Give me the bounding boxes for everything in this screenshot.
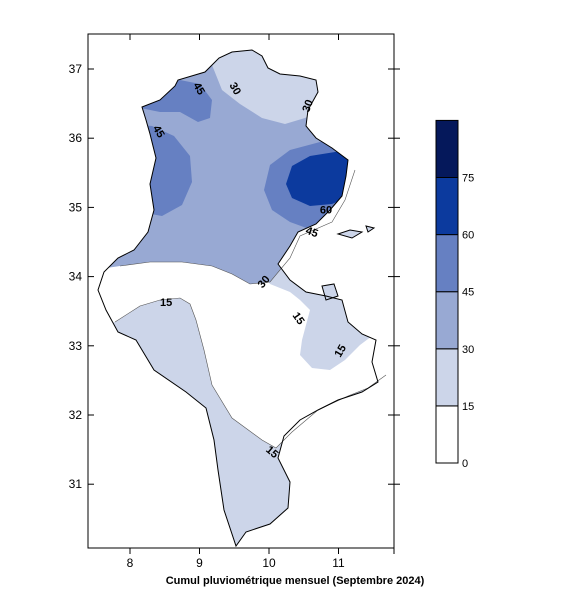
- legend-label: 15: [462, 401, 474, 413]
- legend-label: 0: [462, 458, 468, 470]
- map-caption: Cumul pluviométrique mensuel (Septembre …: [166, 575, 425, 587]
- legend-swatch: [435, 405, 459, 464]
- y-tick-label: 31: [69, 477, 83, 491]
- x-tick-label: 8: [127, 556, 134, 570]
- island-outline: [321, 225, 376, 301]
- contour-label: 30: [227, 81, 244, 98]
- legend-swatch: [435, 291, 459, 350]
- y-tick-label: 32: [69, 408, 83, 422]
- x-tick-label: 10: [262, 556, 276, 570]
- legend-swatch: [435, 234, 459, 293]
- axes: 8 9 10 11 37 36 35 34 33 32 31: [69, 34, 400, 570]
- contour-label: 15: [332, 343, 349, 360]
- legend: 0 15 30 45 60 75: [435, 119, 474, 470]
- country-outline: [97, 49, 379, 548]
- contour-30-mid: [119, 169, 356, 285]
- y-tick-label: 35: [69, 200, 83, 214]
- legend-swatch: [435, 119, 459, 178]
- legend-label: 30: [462, 344, 474, 356]
- x-tick-label: 9: [196, 556, 203, 570]
- legend-swatch: [435, 348, 459, 407]
- contour-label: 15: [160, 297, 172, 309]
- y-tick-label: 37: [69, 62, 83, 76]
- legend-label: 75: [462, 173, 474, 185]
- y-tick-label: 34: [69, 270, 83, 284]
- contour-label: 45: [150, 123, 167, 140]
- contour-label: 30: [300, 98, 315, 114]
- y-tick-label: 36: [69, 131, 83, 145]
- contour-label: 45: [304, 225, 320, 240]
- y-tick-label: 33: [69, 339, 83, 353]
- legend-swatch: [435, 177, 459, 236]
- contour-label: 60: [320, 204, 332, 216]
- legend-label: 60: [462, 230, 474, 242]
- x-tick-label: 11: [332, 556, 345, 570]
- contour-label: 45: [190, 81, 207, 98]
- contour-label: 15: [290, 310, 307, 327]
- legend-label: 45: [462, 287, 474, 299]
